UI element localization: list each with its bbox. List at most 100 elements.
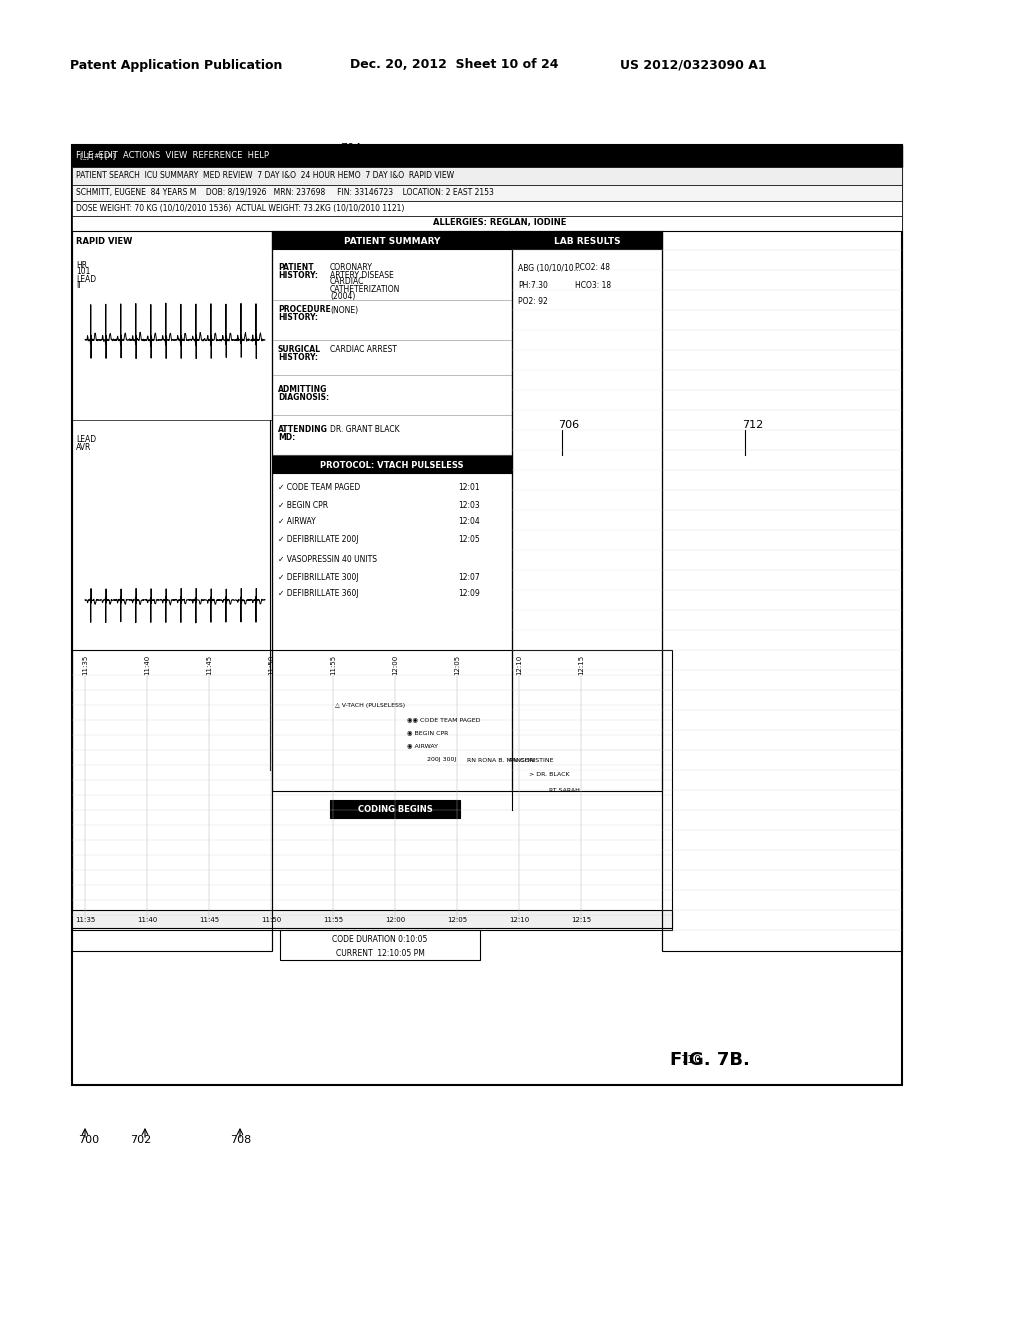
Text: 700: 700: [78, 1135, 99, 1144]
Text: HISTORY:: HISTORY:: [278, 271, 318, 280]
Text: 12:05: 12:05: [446, 917, 467, 923]
Text: CODING BEGINS: CODING BEGINS: [357, 805, 432, 814]
Text: ✓ DEFIBRILLATE 360J: ✓ DEFIBRILLATE 360J: [278, 590, 358, 598]
Text: US 2012/0323090 A1: US 2012/0323090 A1: [620, 58, 767, 71]
Text: CODE DURATION 0:10:05: CODE DURATION 0:10:05: [333, 936, 428, 945]
Text: 11:40: 11:40: [144, 655, 150, 675]
Bar: [72, 201, 902, 216]
Bar: [72, 145, 902, 168]
Text: (NONE): (NONE): [330, 305, 358, 314]
Text: SURGICAL: SURGICAL: [278, 346, 321, 355]
Text: 12:10: 12:10: [516, 655, 522, 675]
Text: 12:03: 12:03: [459, 500, 480, 510]
Text: PROCEDURE: PROCEDURE: [278, 305, 331, 314]
Text: 12:05: 12:05: [459, 535, 480, 544]
Text: LEAD: LEAD: [76, 275, 96, 284]
Text: ✓ DEFIBRILLATE 300J: ✓ DEFIBRILLATE 300J: [278, 573, 358, 582]
Text: RAPID VIEW: RAPID VIEW: [76, 236, 132, 246]
Text: Dec. 20, 2012  Sheet 10 of 24: Dec. 20, 2012 Sheet 10 of 24: [350, 58, 558, 71]
Text: 702: 702: [130, 1135, 152, 1144]
Text: 12:10: 12:10: [509, 917, 529, 923]
Text: PROTOCOL: VTACH PULSELESS: PROTOCOL: VTACH PULSELESS: [321, 461, 464, 470]
Bar: [72, 185, 902, 201]
Text: AVR: AVR: [76, 442, 91, 451]
Text: ALLERGIES: REGLAN, IODINE: ALLERGIES: REGLAN, IODINE: [433, 219, 566, 227]
Text: 11:45: 11:45: [199, 917, 219, 923]
Text: 706: 706: [558, 420, 580, 430]
Text: △ V-TACH (PULSELESS): △ V-TACH (PULSELESS): [335, 702, 406, 708]
Text: 11:50: 11:50: [268, 655, 274, 675]
Text: SCHMITT, EUGENE  84 YEARS M    DOB: 8/19/1926   MRN: 237698     FIN: 33146723   : SCHMITT, EUGENE 84 YEARS M DOB: 8/19/192…: [76, 189, 494, 198]
Text: 712: 712: [742, 420, 763, 430]
Text: 101: 101: [76, 268, 90, 276]
Text: Patent Application Publication: Patent Application Publication: [70, 58, 283, 71]
Text: CARDIAC: CARDIAC: [330, 277, 365, 286]
Text: II: II: [76, 281, 81, 290]
Text: ✓ BEGIN CPR: ✓ BEGIN CPR: [278, 500, 328, 510]
Bar: [72, 145, 902, 1085]
Bar: [272, 231, 512, 249]
Text: PO2: 92: PO2: 92: [518, 297, 548, 306]
Text: FILE  EDIT  ACTIONS  VIEW  REFERENCE  HELP: FILE EDIT ACTIONS VIEW REFERENCE HELP: [76, 150, 269, 160]
Text: 11:50: 11:50: [261, 917, 282, 923]
Bar: [662, 231, 902, 950]
Text: 12:15: 12:15: [571, 917, 591, 923]
Text: HISTORY:: HISTORY:: [278, 313, 318, 322]
Text: ARTERY DISEASE: ARTERY DISEASE: [330, 271, 394, 280]
Text: ◉ AIRWAY: ◉ AIRWAY: [407, 743, 438, 748]
Bar: [72, 909, 672, 928]
Bar: [72, 231, 272, 950]
Text: DOSE WEIGHT: 70 KG (10/10/2010 1536)  ACTUAL WEIGHT: 73.2KG (10/10/2010 1121): DOSE WEIGHT: 70 KG (10/10/2010 1536) ACT…: [76, 205, 404, 214]
Text: 704: 704: [340, 143, 361, 153]
Text: 12:04: 12:04: [459, 517, 480, 527]
Bar: [72, 649, 672, 931]
Text: 708: 708: [230, 1135, 251, 1144]
Text: 200J 300J: 200J 300J: [427, 756, 457, 762]
Text: 11:35: 11:35: [75, 917, 95, 923]
Bar: [330, 800, 460, 818]
Bar: [512, 231, 662, 249]
Text: LEAD: LEAD: [76, 436, 96, 445]
Text: DIAGNOSIS:: DIAGNOSIS:: [278, 392, 329, 401]
Text: ATTENDING: ATTENDING: [278, 425, 328, 434]
Bar: [272, 455, 512, 473]
Text: CARDIAC ARREST: CARDIAC ARREST: [330, 346, 397, 355]
Text: PH:7.30: PH:7.30: [518, 281, 548, 289]
Bar: [72, 216, 902, 231]
Text: PATIENT SUMMARY: PATIENT SUMMARY: [344, 236, 440, 246]
Text: CATHETERIZATION: CATHETERIZATION: [330, 285, 400, 293]
Text: 710: 710: [680, 1055, 701, 1065]
Text: 11:35: 11:35: [82, 655, 88, 675]
Text: ABG (10/10/10...: ABG (10/10/10...: [518, 264, 581, 272]
Bar: [512, 231, 662, 791]
Text: PATIENT SEARCH  ICU SUMMARY  MED REVIEW  7 DAY I&O  24 HOUR HEMO  7 DAY I&O  RAP: PATIENT SEARCH ICU SUMMARY MED REVIEW 7 …: [76, 172, 454, 181]
Text: (2004): (2004): [330, 292, 355, 301]
Text: PCO2: 48: PCO2: 48: [575, 264, 610, 272]
Text: ◉◉ CODE TEAM PAGED: ◉◉ CODE TEAM PAGED: [407, 718, 480, 722]
Bar: [272, 231, 512, 791]
Text: CURRENT  12:10:05 PM: CURRENT 12:10:05 PM: [336, 949, 424, 957]
Text: DR. GRANT BLACK: DR. GRANT BLACK: [330, 425, 399, 434]
Text: ✓ CODE TEAM PAGED: ✓ CODE TEAM PAGED: [278, 483, 360, 492]
Text: RT SARAH: RT SARAH: [549, 788, 580, 792]
Text: LAB RESULTS: LAB RESULTS: [554, 236, 621, 246]
Text: 12:07: 12:07: [459, 573, 480, 582]
Text: MD:: MD:: [278, 433, 295, 441]
Text: ✓ AIRWAY: ✓ AIRWAY: [278, 517, 315, 527]
Text: 12:09: 12:09: [459, 590, 480, 598]
Text: 12:05: 12:05: [454, 655, 460, 675]
Text: 11:55: 11:55: [323, 917, 343, 923]
Text: ✓ VASOPRESSIN 40 UNITS: ✓ VASOPRESSIN 40 UNITS: [278, 556, 377, 565]
Text: > DR. BLACK: > DR. BLACK: [529, 772, 569, 777]
Text: 12:00: 12:00: [385, 917, 406, 923]
Text: ◉ BEGIN CPR: ◉ BEGIN CPR: [407, 730, 449, 735]
Text: HCO3: 18: HCO3: 18: [575, 281, 611, 289]
Bar: [280, 931, 480, 960]
Text: HR: HR: [76, 260, 87, 269]
Text: PATIENT: PATIENT: [278, 264, 313, 272]
Text: 12:01: 12:01: [459, 483, 480, 492]
Text: HISTORY:: HISTORY:: [278, 352, 318, 362]
Text: RN RONA B. MANSON: RN RONA B. MANSON: [467, 758, 535, 763]
Text: 11:45: 11:45: [206, 655, 212, 675]
Text: 12:15: 12:15: [578, 655, 584, 675]
